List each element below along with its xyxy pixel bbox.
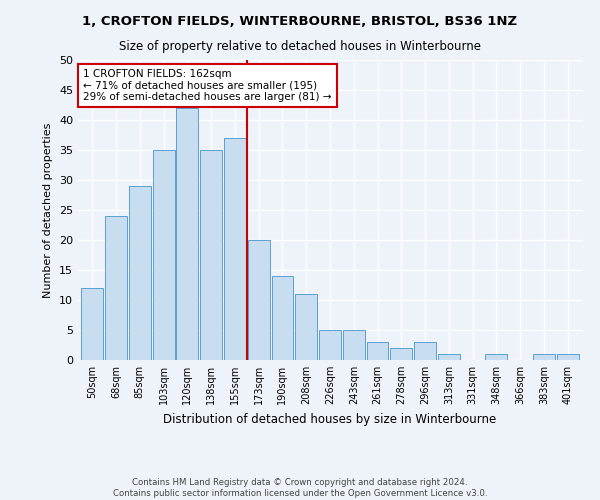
Bar (343, 330, 365, 360)
Text: Contains HM Land Registry data © Crown copyright and database right 2024.
Contai: Contains HM Land Registry data © Crown c… (113, 478, 487, 498)
Bar (414, 342, 436, 360)
Bar (129, 186, 151, 360)
Bar (533, 354, 555, 360)
Bar (272, 276, 293, 360)
Bar (224, 138, 246, 360)
Bar (248, 240, 269, 360)
Y-axis label: Number of detached properties: Number of detached properties (43, 122, 53, 298)
Bar (485, 354, 508, 360)
Bar (295, 294, 317, 360)
Text: Size of property relative to detached houses in Winterbourne: Size of property relative to detached ho… (119, 40, 481, 53)
Bar (176, 108, 198, 360)
Bar (319, 330, 341, 360)
Bar (152, 150, 175, 360)
Text: 1 CROFTON FIELDS: 162sqm
← 71% of detached houses are smaller (195)
29% of semi-: 1 CROFTON FIELDS: 162sqm ← 71% of detach… (83, 69, 332, 102)
Bar (557, 354, 578, 360)
X-axis label: Distribution of detached houses by size in Winterbourne: Distribution of detached houses by size … (163, 412, 497, 426)
Text: 1, CROFTON FIELDS, WINTERBOURNE, BRISTOL, BS36 1NZ: 1, CROFTON FIELDS, WINTERBOURNE, BRISTOL… (82, 15, 518, 28)
Bar (200, 150, 222, 360)
Bar (105, 216, 127, 360)
Bar (82, 288, 103, 360)
Bar (367, 342, 388, 360)
Bar (438, 354, 460, 360)
Bar (391, 348, 412, 360)
